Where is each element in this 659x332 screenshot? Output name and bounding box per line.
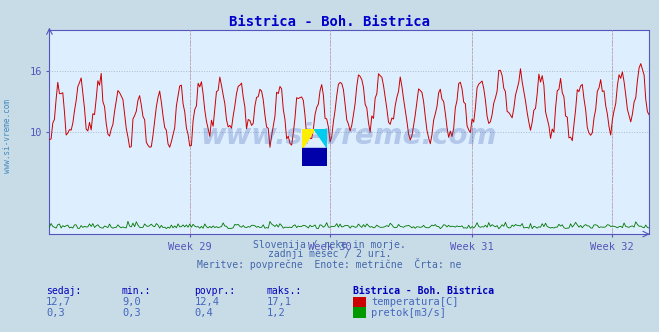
Text: www.si-vreme.com: www.si-vreme.com [201,122,498,150]
Text: sedaj:: sedaj: [46,286,81,295]
Text: Bistrica - Boh. Bistrica: Bistrica - Boh. Bistrica [353,286,494,295]
Text: 12,4: 12,4 [194,297,219,307]
Text: maks.:: maks.: [267,286,302,295]
Text: 12,7: 12,7 [46,297,71,307]
Text: Bistrica - Boh. Bistrica: Bistrica - Boh. Bistrica [229,15,430,29]
Polygon shape [314,129,327,148]
Text: Meritve: povprečne  Enote: metrične  Črta: ne: Meritve: povprečne Enote: metrične Črta:… [197,258,462,270]
Text: 9,0: 9,0 [122,297,140,307]
Text: Slovenija / reke in morje.: Slovenija / reke in morje. [253,240,406,250]
Text: temperatura[C]: temperatura[C] [371,297,459,307]
Text: povpr.:: povpr.: [194,286,235,295]
Text: zadnji mesec / 2 uri.: zadnji mesec / 2 uri. [268,249,391,259]
Text: 17,1: 17,1 [267,297,292,307]
Text: pretok[m3/s]: pretok[m3/s] [371,308,446,318]
Polygon shape [302,129,314,148]
Text: min.:: min.: [122,286,152,295]
Text: 0,3: 0,3 [122,308,140,318]
Text: 0,4: 0,4 [194,308,213,318]
Text: 0,3: 0,3 [46,308,65,318]
Text: 1,2: 1,2 [267,308,285,318]
Text: www.si-vreme.com: www.si-vreme.com [3,99,13,173]
Polygon shape [302,148,327,166]
